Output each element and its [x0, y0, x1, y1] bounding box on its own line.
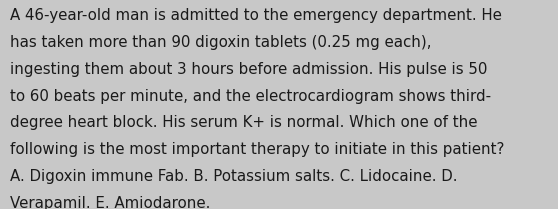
Text: following is the most important therapy to initiate in this patient?: following is the most important therapy … — [10, 142, 504, 157]
Text: to 60 beats per minute, and the electrocardiogram shows third-: to 60 beats per minute, and the electroc… — [10, 89, 491, 104]
Text: Verapamil. E. Amiodarone.: Verapamil. E. Amiodarone. — [10, 196, 210, 209]
Text: ingesting them about 3 hours before admission. His pulse is 50: ingesting them about 3 hours before admi… — [10, 62, 488, 77]
Text: degree heart block. His serum K+ is normal. Which one of the: degree heart block. His serum K+ is norm… — [10, 115, 478, 130]
Text: A. Digoxin immune Fab. B. Potassium salts. C. Lidocaine. D.: A. Digoxin immune Fab. B. Potassium salt… — [10, 169, 458, 184]
Text: A 46-year-old man is admitted to the emergency department. He: A 46-year-old man is admitted to the eme… — [10, 8, 502, 23]
Text: has taken more than 90 digoxin tablets (0.25 mg each),: has taken more than 90 digoxin tablets (… — [10, 35, 431, 50]
